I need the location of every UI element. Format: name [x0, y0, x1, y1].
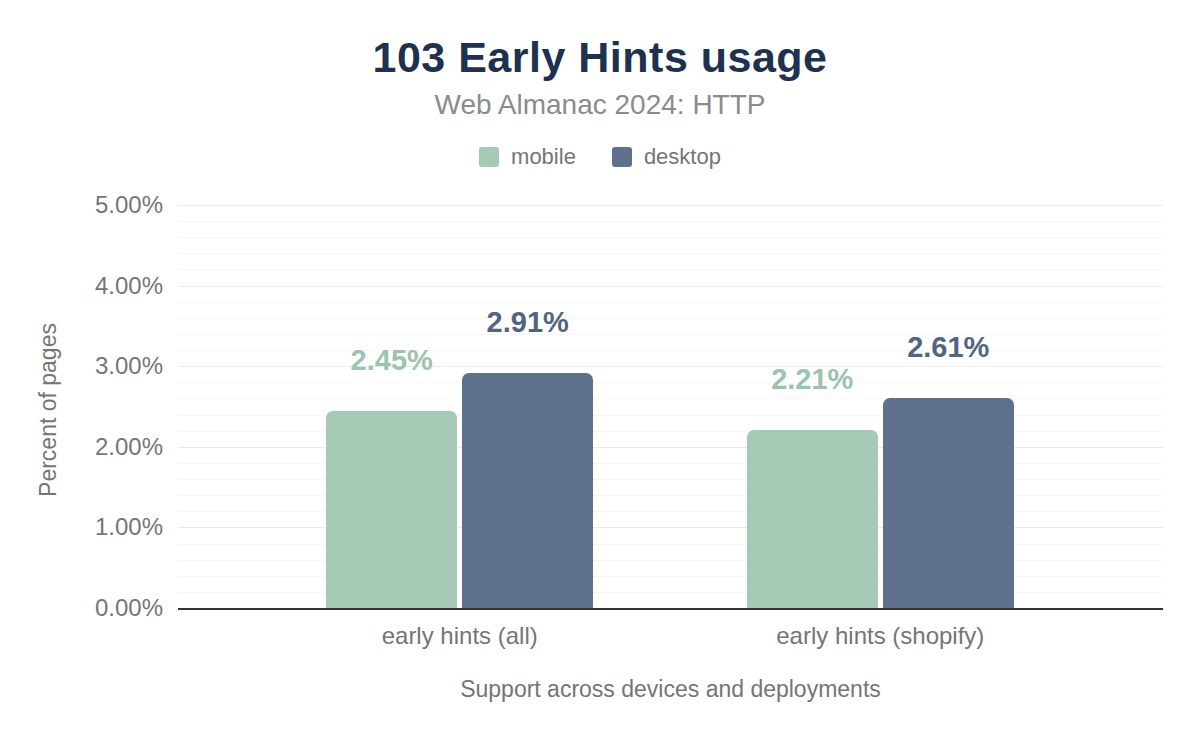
- gridline-minor: [178, 221, 1163, 222]
- y-tick-label: 4.00%: [95, 272, 163, 300]
- chart-canvas: 103 Early Hints usage Web Almanac 2024: …: [0, 0, 1200, 742]
- gridline-major: [178, 205, 1163, 206]
- y-tick-label: 3.00%: [95, 352, 163, 380]
- legend-item-mobile[interactable]: mobile: [479, 144, 576, 170]
- legend-swatch-desktop: [612, 147, 632, 167]
- bar-mobile-1[interactable]: [747, 430, 878, 608]
- legend-item-desktop[interactable]: desktop: [612, 144, 721, 170]
- gridline-minor: [178, 398, 1163, 399]
- chart-title: 103 Early Hints usage: [0, 33, 1200, 82]
- gridline-minor: [178, 382, 1163, 383]
- bar-desktop-1[interactable]: [883, 398, 1014, 608]
- bar-value-label: 2.45%: [326, 346, 457, 375]
- gridline-minor: [178, 302, 1163, 303]
- x-category-label: early hints (shopify): [776, 622, 984, 650]
- legend-label: desktop: [644, 144, 721, 170]
- legend-swatch-mobile: [479, 147, 499, 167]
- x-category-label: early hints (all): [382, 622, 538, 650]
- gridline-minor: [178, 334, 1163, 335]
- plot-area: 0.00%1.00%2.00%3.00%4.00%5.00%2.45%2.91%…: [178, 205, 1163, 608]
- x-axis-title: Support across devices and deployments: [178, 676, 1163, 703]
- gridline-minor: [178, 269, 1163, 270]
- legend: mobile desktop: [0, 144, 1200, 170]
- gridline-minor: [178, 237, 1163, 238]
- x-axis-line: [178, 608, 1163, 610]
- bar-value-label: 2.61%: [883, 333, 1014, 362]
- y-axis-title: Percent of pages: [35, 323, 62, 497]
- y-tick-label: 5.00%: [95, 191, 163, 219]
- bar-value-label: 2.91%: [462, 308, 593, 337]
- gridline-major: [178, 286, 1163, 287]
- gridline-minor: [178, 318, 1163, 319]
- y-tick-label: 2.00%: [95, 433, 163, 461]
- bar-value-label: 2.21%: [747, 365, 878, 394]
- y-tick-label: 1.00%: [95, 513, 163, 541]
- gridline-minor: [178, 253, 1163, 254]
- legend-label: mobile: [511, 144, 576, 170]
- chart-subtitle: Web Almanac 2024: HTTP: [0, 89, 1200, 121]
- y-tick-label: 0.00%: [95, 594, 163, 622]
- bar-desktop-0[interactable]: [462, 373, 593, 608]
- bar-mobile-0[interactable]: [326, 411, 457, 608]
